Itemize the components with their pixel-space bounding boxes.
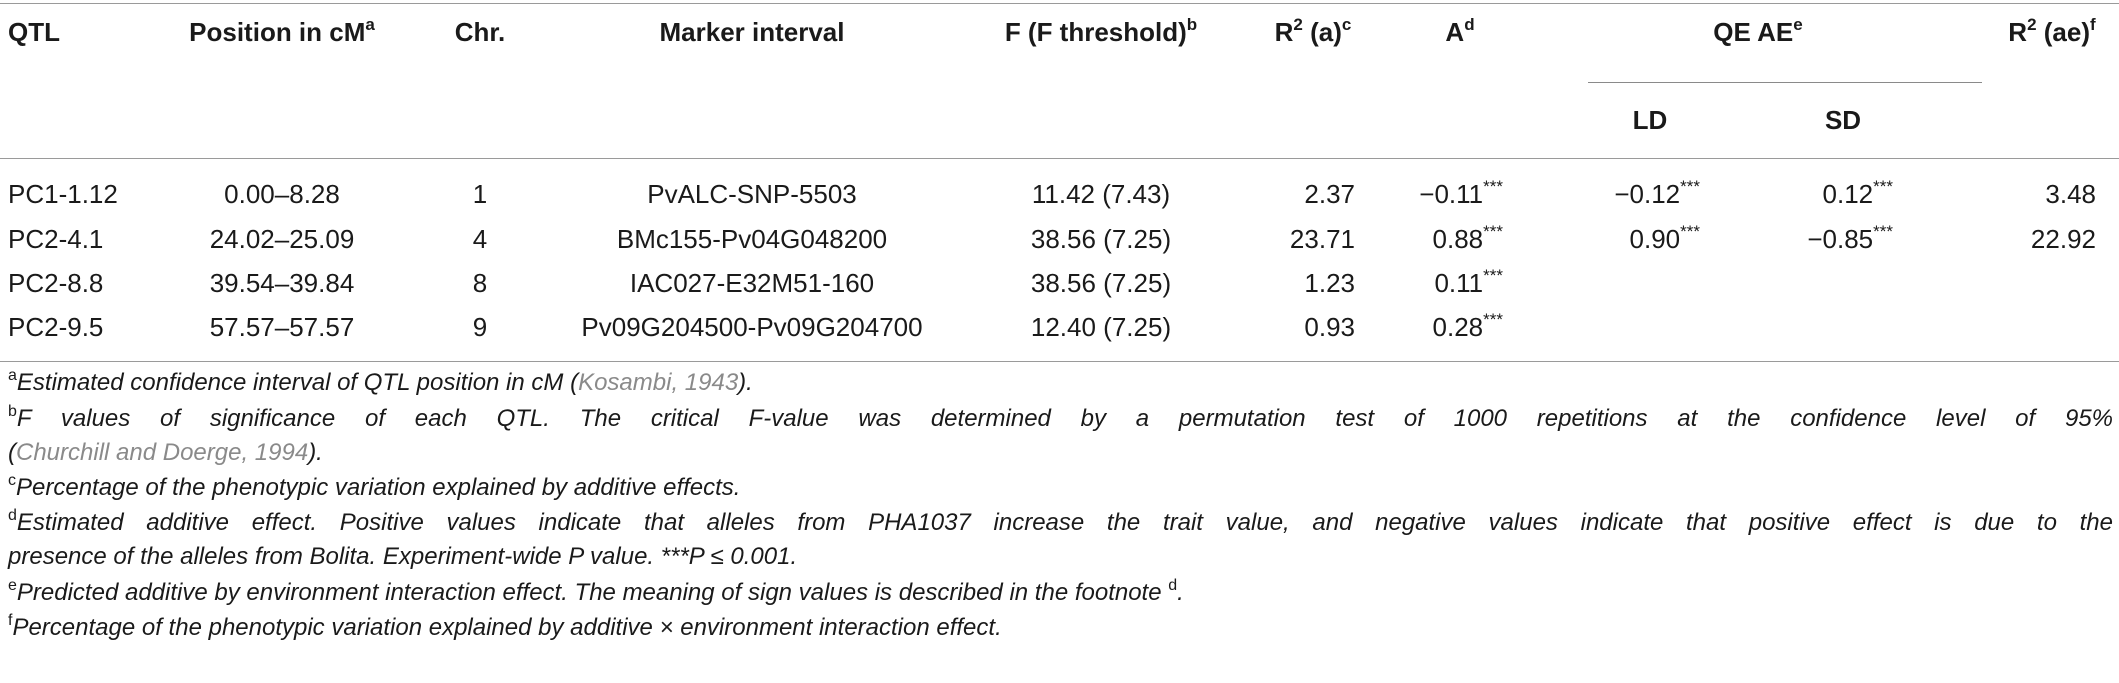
- cell-sd: 0.12***: [1822, 177, 1893, 209]
- cell-qtl: PC1-1.12: [8, 179, 118, 209]
- cell-a: 0.28***: [1432, 310, 1503, 342]
- cell-a: 0.88***: [1432, 222, 1503, 254]
- header-ld: LD: [1632, 105, 1668, 135]
- footnote-c: cPercentage of the phenotypic variation …: [8, 472, 741, 502]
- cell-marker: PvALC-SNP-5503: [647, 179, 857, 209]
- top-rule: [0, 3, 2119, 4]
- header-rule: [0, 158, 2119, 159]
- qeae-span-rule: [1588, 82, 1982, 83]
- cell-r2a: 1.23: [1304, 268, 1355, 298]
- cell-chr: 4: [472, 224, 488, 254]
- citation-kosambi: Kosambi, 1943: [578, 369, 739, 396]
- footnote-d: dEstimated additive effect. Positive val…: [8, 507, 2113, 537]
- cell-r2a: 0.93: [1304, 312, 1355, 342]
- table-bottom-rule: [0, 361, 2119, 362]
- footnote-b: bF values of significance of each QTL. T…: [8, 403, 2113, 433]
- cell-chr: 9: [472, 312, 488, 342]
- cell-chr: 8: [472, 268, 488, 298]
- header-chr: Chr.: [454, 17, 506, 47]
- cell-r2a: 23.71: [1289, 224, 1355, 254]
- cell-position: 57.57–57.57: [209, 312, 355, 342]
- cell-marker: IAC027-E32M51-160: [629, 268, 875, 298]
- footnote-b-cont: (Churchill and Doerge, 1994).: [8, 439, 323, 466]
- cell-f: 38.56 (7.25): [1030, 268, 1172, 298]
- cell-a: 0.11***: [1434, 266, 1503, 298]
- cell-f: 12.40 (7.25): [1030, 312, 1172, 342]
- footnote-f: fPercentage of the phenotypic variation …: [8, 612, 1002, 642]
- cell-chr: 1: [472, 179, 488, 209]
- cell-a: −0.11***: [1419, 177, 1503, 209]
- header-qtl: QTL: [8, 17, 60, 47]
- header-a: Ad: [1445, 15, 1475, 47]
- cell-qtl: PC2-4.1: [8, 224, 104, 254]
- cell-marker: Pv09G204500-Pv09G204700: [581, 312, 923, 342]
- footnote-e: ePredicted additive by environment inter…: [8, 577, 1184, 607]
- cell-position: 0.00–8.28: [224, 179, 340, 209]
- header-r2a: R2 (a)c: [1274, 15, 1352, 47]
- cell-ld: −0.12***: [1614, 177, 1700, 209]
- cell-qtl: PC2-9.5: [8, 312, 104, 342]
- cell-r2ae: 22.92: [2030, 224, 2096, 254]
- cell-qtl: PC2-8.8: [8, 268, 104, 298]
- footnote-d-cont: presence of the alleles from Bolita. Exp…: [8, 543, 798, 570]
- citation-churchill: Churchill and Doerge, 1994: [16, 439, 309, 466]
- cell-marker: BMc155-Pv04G048200: [616, 224, 888, 254]
- header-qeae: QE AEe: [1713, 15, 1803, 47]
- header-marker: Marker interval: [659, 17, 845, 47]
- header-sd: SD: [1824, 105, 1862, 135]
- cell-r2ae: 3.48: [2045, 179, 2096, 209]
- footnote-a: aEstimated confidence interval of QTL po…: [8, 367, 753, 397]
- cell-ld: 0.90***: [1629, 222, 1700, 254]
- header-position: Position in cMa: [189, 15, 375, 47]
- header-r2ae: R2 (ae)f: [2008, 15, 2096, 47]
- cell-position: 24.02–25.09: [209, 224, 355, 254]
- cell-sd: −0.85***: [1807, 222, 1893, 254]
- cell-r2a: 2.37: [1304, 179, 1355, 209]
- cell-position: 39.54–39.84: [209, 268, 355, 298]
- cell-f: 38.56 (7.25): [1030, 224, 1172, 254]
- cell-f: 11.42 (7.43): [1031, 179, 1171, 209]
- header-f: F (F threshold)b: [1004, 15, 1198, 47]
